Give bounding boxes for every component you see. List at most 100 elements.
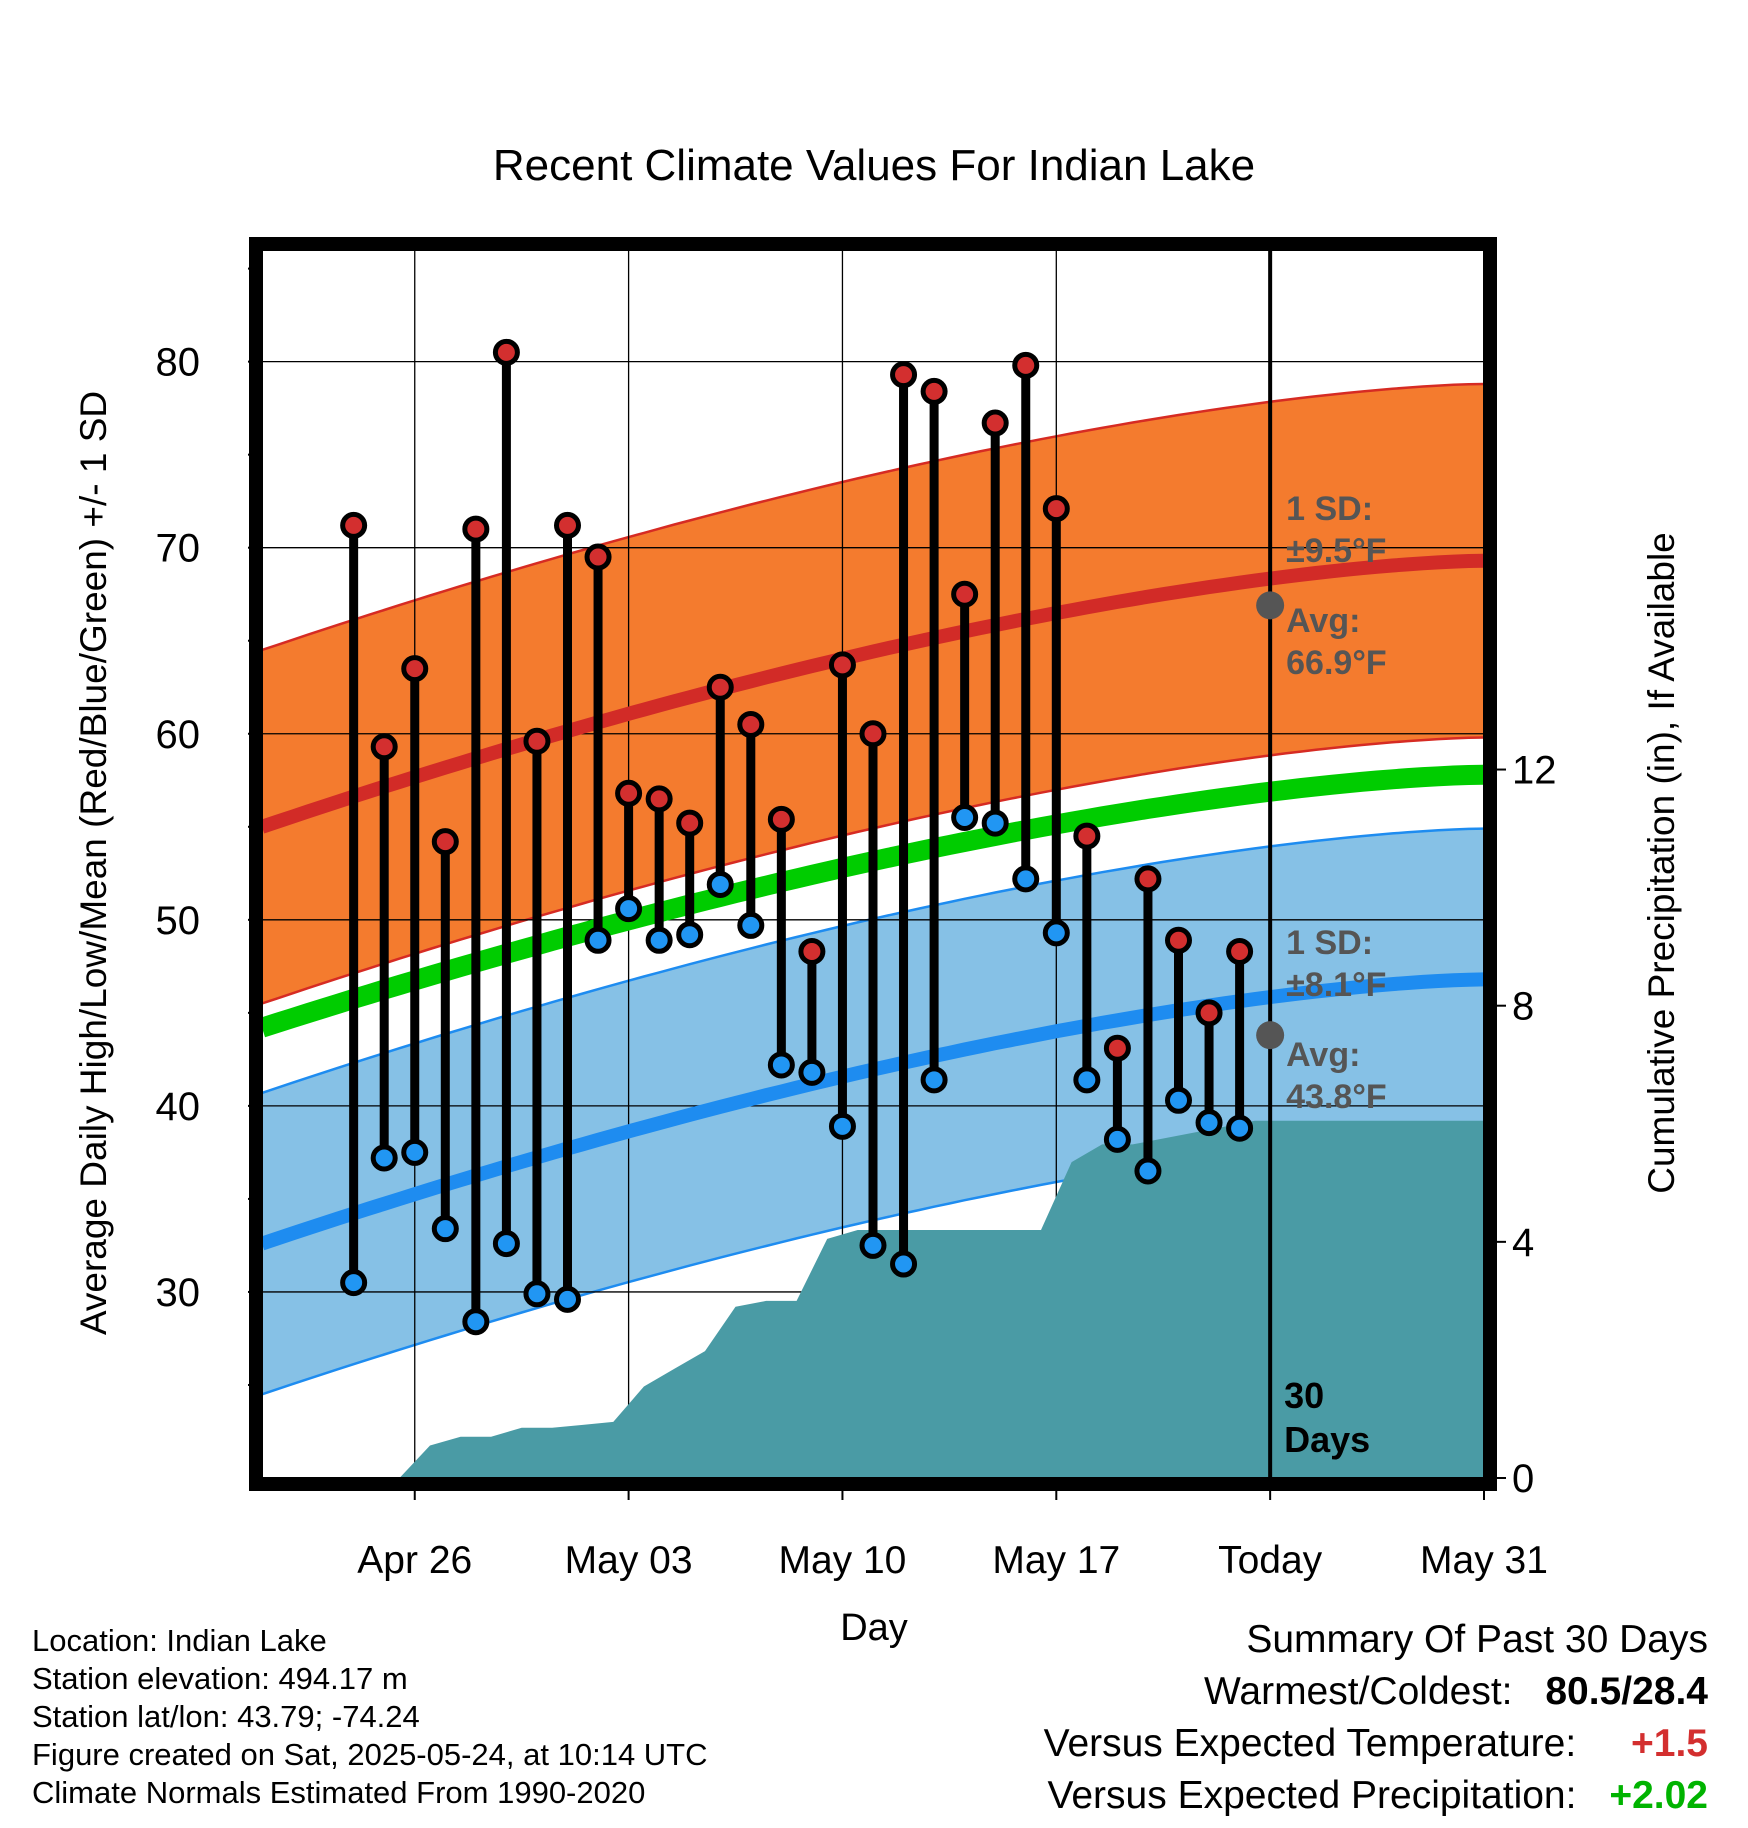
high-temp-point <box>890 361 918 389</box>
info-normals: Climate Normals Estimated From 1990-2020 <box>32 1775 646 1810</box>
today-low-sd-value: ±8.1°F <box>1286 966 1386 1004</box>
low-temp-point <box>951 803 979 831</box>
high-temp-point <box>1042 495 1070 523</box>
high-sd-band-upper-edge <box>262 382 1484 652</box>
low-temp-point <box>492 1230 520 1258</box>
summary-heading: Summary Of Past 30 Days <box>1246 1618 1708 1661</box>
low-temp-point <box>523 1280 551 1308</box>
high-temp-point <box>645 785 673 813</box>
precip-area-group <box>368 1120 1484 1478</box>
high-temp-point <box>584 543 612 571</box>
low-temp-point <box>737 911 765 939</box>
high-temp-point <box>523 727 551 755</box>
y2-tick-label: 8 <box>1512 985 1534 1029</box>
plot-border <box>249 237 1497 1491</box>
today-marker-group: 1 SD: ±9.5°F Avg: 66.9°F 1 SD: ±8.1°F Avg: 43.8… <box>1256 250 1387 1478</box>
x-tick-label: May 10 <box>778 1539 906 1582</box>
x-tick-label: May 17 <box>992 1539 1120 1582</box>
today-low-avg-value: 43.8°F <box>1286 1078 1387 1116</box>
low-temp-point <box>981 809 1009 837</box>
summary-warm-cold-value: 80.5/28.4 <box>1545 1670 1708 1713</box>
low-temp-point <box>798 1058 826 1086</box>
today-high-sd-label: 1 SD: <box>1286 490 1373 528</box>
y-tick-label: 80 <box>156 341 201 385</box>
high-temp-point <box>492 338 520 366</box>
high-temp-point <box>859 720 887 748</box>
high-normal-line <box>262 553 1484 834</box>
summary-warm-cold-label: Warmest/Coldest: <box>1204 1670 1513 1713</box>
high-temp-point <box>951 580 979 608</box>
summary-temp: Versus Expected Temperature: +1.5 <box>1044 1722 1708 1766</box>
today-high-avg-dot <box>1256 591 1285 620</box>
y-tick-label: 40 <box>156 1085 201 1129</box>
low-temp-point <box>676 921 704 949</box>
high-temp-point <box>431 828 459 856</box>
low-temp-point <box>859 1231 887 1259</box>
summary-temp-value: +1.5 <box>1631 1722 1708 1765</box>
low-temp-point <box>890 1250 918 1278</box>
x-tick-label: Today <box>1218 1539 1323 1582</box>
low-temp-point <box>1042 919 1070 947</box>
y-axis-label: Average Daily High/Low/Mean (Red/Blue/Gr… <box>73 391 114 1335</box>
high-temp-point <box>981 409 1009 437</box>
low-temp-point <box>1165 1086 1192 1114</box>
chart-title: Recent Climate Values For Indian Lake <box>493 141 1255 190</box>
days-annotation-label: Days <box>1284 1419 1370 1460</box>
low-temp-point <box>462 1308 490 1336</box>
info-location: Location: Indian Lake <box>32 1623 327 1658</box>
low-temp-point <box>920 1066 948 1094</box>
info-created: Figure created on Sat, 2025-05-24, at 10… <box>32 1737 708 1772</box>
low-temp-point <box>706 870 734 898</box>
low-temp-point <box>615 895 643 923</box>
high-temp-point <box>828 651 856 679</box>
high-temp-point <box>1195 999 1223 1027</box>
info-elevation: Station elevation: 494.17 m <box>32 1661 408 1696</box>
high-temp-point <box>920 377 948 405</box>
low-temp-point <box>767 1051 795 1079</box>
today-low-sd-label: 1 SD: <box>1286 924 1373 962</box>
high-temp-point <box>1134 865 1162 893</box>
precip-area <box>368 1120 1484 1478</box>
high-temp-point <box>370 733 398 761</box>
x-tick-label: May 03 <box>565 1539 693 1582</box>
days-annotation-number: 30 <box>1284 1375 1324 1416</box>
today-low-avg-dot <box>1256 1021 1285 1050</box>
high-temp-point <box>1012 351 1040 379</box>
low-temp-point <box>584 926 612 954</box>
summary-warm-cold: Warmest/Coldest: 80.5/28.4 <box>1204 1670 1708 1714</box>
low-temp-point <box>1073 1066 1101 1094</box>
y2-tick-label: 0 <box>1512 1457 1534 1501</box>
daily-range-bars <box>340 338 1254 1336</box>
low-temp-point <box>828 1112 856 1140</box>
y-tick-label: 30 <box>156 1271 201 1315</box>
high-temp-point <box>798 937 826 965</box>
low-temp-point <box>645 926 673 954</box>
high-temp-point <box>1073 822 1101 850</box>
today-high-sd-value: ±9.5°F <box>1286 532 1386 570</box>
low-temp-point <box>340 1269 368 1297</box>
summary-temp-label: Versus Expected Temperature: <box>1043 1722 1577 1765</box>
low-temp-point <box>1134 1157 1162 1185</box>
high-temp-point <box>1165 926 1192 954</box>
today-low-avg-label: Avg: <box>1286 1036 1360 1074</box>
low-temp-point <box>431 1215 459 1243</box>
today-high-avg-label: Avg: <box>1286 602 1360 640</box>
high-temp-point <box>1103 1034 1131 1062</box>
summary-precip-label: Versus Expected Precipitation: <box>1047 1774 1577 1817</box>
high-temp-point <box>706 673 734 701</box>
high-temp-point <box>340 511 368 539</box>
today-high-avg-value: 66.9°F <box>1286 644 1387 682</box>
low-temp-point <box>1226 1114 1254 1142</box>
plot-frame <box>249 237 1497 1491</box>
summary-precip: Versus Expected Precipitation: +2.02 <box>1048 1774 1709 1818</box>
high-temp-point <box>554 511 581 539</box>
low-temp-point <box>554 1285 581 1313</box>
low-temp-point <box>401 1138 429 1166</box>
y-tick-label: 70 <box>156 527 201 571</box>
high-temp-point <box>401 655 429 683</box>
high-temp-point <box>737 710 765 738</box>
high-temp-point <box>1226 937 1254 965</box>
y2-tick-label: 4 <box>1512 1221 1534 1265</box>
low-temp-point <box>1012 865 1040 893</box>
